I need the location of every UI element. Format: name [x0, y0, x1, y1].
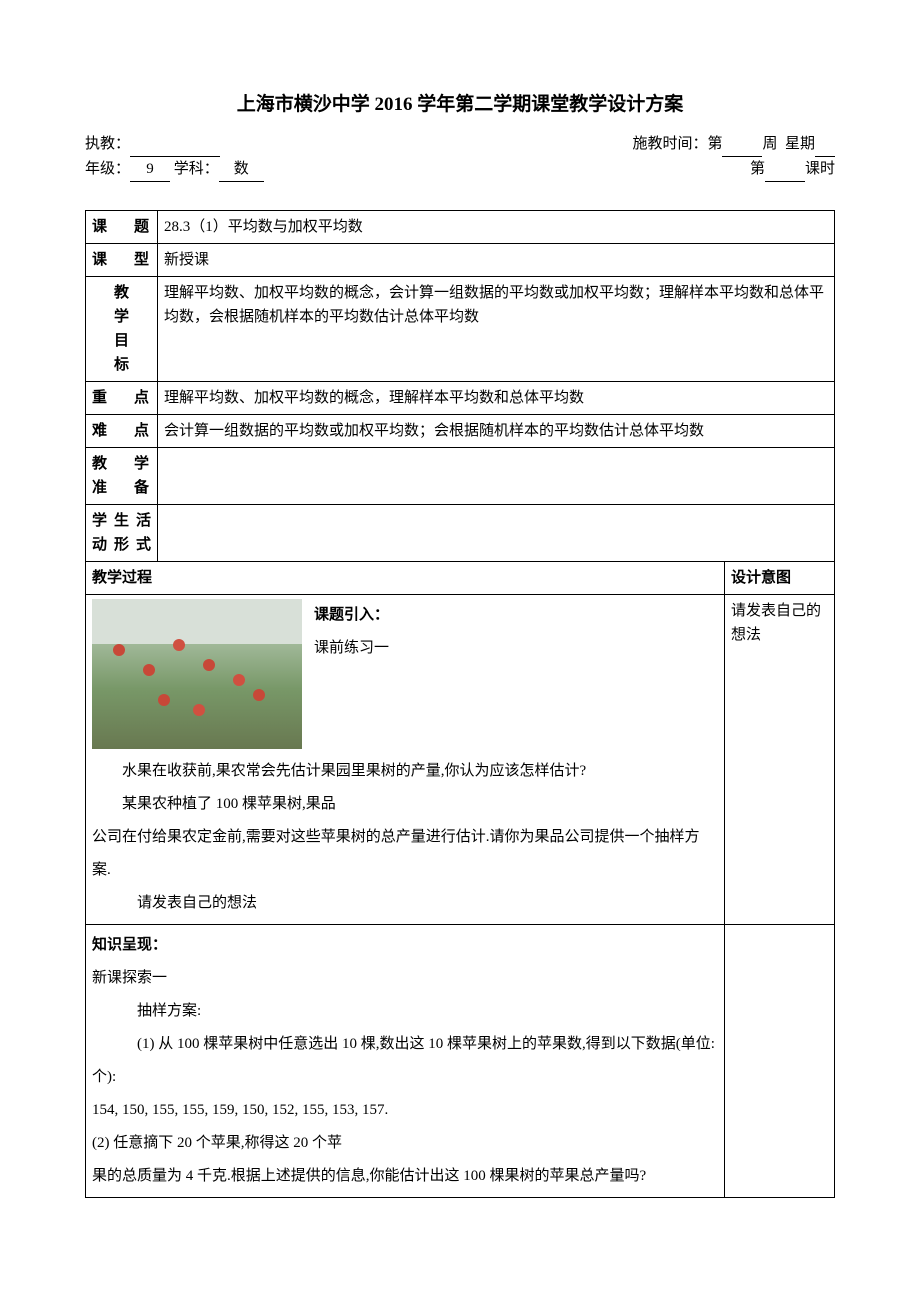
activity-label-2: 动 形 式 [92, 537, 151, 553]
goal-label-2: 学 [114, 309, 129, 325]
activity-label-1: 学 生 活 [92, 513, 151, 529]
header-right: 施教时间：第 周 星期 第 课时 [632, 132, 835, 182]
keypoint-row: 重 点 理解平均数、加权平均数的概念，理解样本平均数和总体平均数 [86, 382, 835, 415]
goal-label-4: 标 [114, 357, 129, 373]
teacher-input[interactable] [130, 132, 220, 157]
process-header-left: 教学过程 [86, 562, 725, 595]
process-header-right: 设计意图 [725, 562, 835, 595]
week-label: 周 [762, 136, 777, 152]
prep-label: 教 学 准 备 [86, 448, 158, 505]
plan-item2b: 果的总质量为 4 千克.根据上述提供的信息,你能估计出这 100 棵果树的苹果总… [92, 1160, 718, 1193]
intro-sub: 课前练习一 [314, 640, 389, 656]
prep-label-1: 教 学 [92, 456, 151, 472]
time-label: 施教时间：第 [632, 136, 722, 152]
week-input[interactable] [722, 132, 762, 157]
keypoint-value: 理解平均数、加权平均数的概念，理解样本平均数和总体平均数 [158, 382, 835, 415]
grade-value: 9 [130, 157, 170, 182]
prep-row: 教 学 准 备 [86, 448, 835, 505]
keypoint-label: 重 点 [86, 382, 158, 415]
period-suffix: 课时 [805, 161, 835, 177]
goal-label: 教 学 目 标 [86, 277, 158, 382]
difficulty-label: 难 点 [86, 415, 158, 448]
page-title: 上海市横沙中学 2016 学年第二学期课堂教学设计方案 [85, 90, 835, 120]
type-row: 课 型 新授课 [86, 244, 835, 277]
explore-heading: 新课探索一 [92, 962, 718, 995]
topic-label: 课 题 [86, 211, 158, 244]
lesson-plan-table: 课 题 28.3（1）平均数与加权平均数 课 型 新授课 教 学 目 标 理解平… [85, 210, 835, 1198]
knowledge-design-note [725, 925, 835, 1198]
process-header-row: 教学过程 设计意图 [86, 562, 835, 595]
goal-row: 教 学 目 标 理解平均数、加权平均数的概念，会计算一组数据的平均数或加权平均数… [86, 277, 835, 382]
plan-heading: 抽样方案: [92, 995, 718, 1028]
weekday-label: 星期 [785, 136, 815, 152]
intro-p4: 请发表自己的想法 [92, 887, 718, 920]
knowledge-row: 知识呈现： 新课探索一 抽样方案: (1) 从 100 棵苹果树中任意选出 10… [86, 925, 835, 1198]
plan-item2: (2) 任意摘下 20 个苹果,称得这 20 个苹 [92, 1127, 718, 1160]
knowledge-content: 知识呈现： 新课探索一 抽样方案: (1) 从 100 棵苹果树中任意选出 10… [86, 925, 725, 1198]
activity-value [158, 505, 835, 562]
weekday-input[interactable] [815, 132, 835, 157]
header-meta-row: 执教： 年级：9 学科：数 施教时间：第 周 星期 第 课时 [85, 132, 835, 182]
grade-label: 年级： [85, 161, 130, 177]
teacher-label: 执教： [85, 136, 130, 152]
header-left: 执教： 年级：9 学科：数 [85, 132, 264, 182]
intro-row: 课题引入： 课前练习一 水果在收获前,果农常会先估计果园里果树的产量,你认为应该… [86, 595, 835, 925]
intro-p3: 公司在付给果农定金前,需要对这些苹果树的总产量进行估计.请你为果品公司提供一个抽… [92, 821, 718, 887]
plan-item1: (1) 从 100 棵苹果树中任意选出 10 棵,数出这 10 棵苹果树上的苹果… [92, 1028, 718, 1094]
subject-label: 学科： [174, 161, 219, 177]
difficulty-row: 难 点 会计算一组数据的平均数或加权平均数；会根据随机样本的平均数估计总体平均数 [86, 415, 835, 448]
prep-value [158, 448, 835, 505]
goal-label-3: 目 [114, 333, 129, 349]
design-note: 请发表自己的想法 [725, 595, 835, 925]
intro-p2: 某果农种植了 100 棵苹果树,果品 [92, 788, 336, 821]
topic-value: 28.3（1）平均数与加权平均数 [158, 211, 835, 244]
activity-row: 学 生 活 动 形 式 [86, 505, 835, 562]
goal-label-1: 教 [114, 285, 129, 301]
knowledge-heading: 知识呈现： [92, 929, 718, 962]
intro-heading: 课题引入： [314, 607, 389, 623]
subject-value: 数 [219, 157, 264, 182]
goal-value: 理解平均数、加权平均数的概念，会计算一组数据的平均数或加权平均数；理解样本平均数… [158, 277, 835, 382]
plan-data: 154, 150, 155, 155, 159, 150, 152, 155, … [92, 1094, 718, 1127]
intro-content: 课题引入： 课前练习一 水果在收获前,果农常会先估计果园里果树的产量,你认为应该… [86, 595, 725, 925]
intro-p1: 水果在收获前,果农常会先估计果园里果树的产量,你认为应该怎样估计? [92, 755, 586, 788]
activity-label: 学 生 活 动 形 式 [86, 505, 158, 562]
period-input[interactable] [765, 157, 805, 182]
topic-row: 课 题 28.3（1）平均数与加权平均数 [86, 211, 835, 244]
type-value: 新授课 [158, 244, 835, 277]
difficulty-value: 会计算一组数据的平均数或加权平均数；会根据随机样本的平均数估计总体平均数 [158, 415, 835, 448]
prep-label-2: 准 备 [92, 480, 151, 496]
orchard-image [92, 599, 302, 749]
period-prefix: 第 [750, 161, 765, 177]
type-label: 课 型 [86, 244, 158, 277]
